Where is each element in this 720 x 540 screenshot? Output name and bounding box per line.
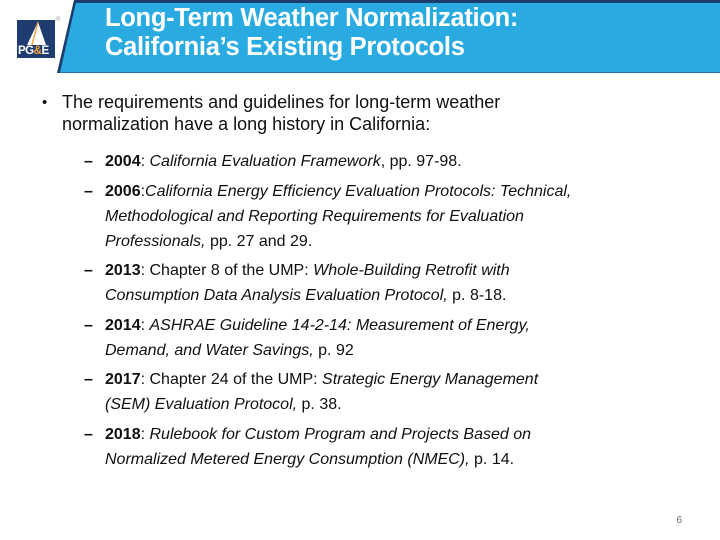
dash-marker: – [84, 153, 93, 170]
reference-list: –2004: California Evaluation Framework, … [84, 149, 644, 476]
entry-line: Demand, and Water Savings, p. 92 [105, 341, 354, 359]
entry-line: Consumption Data Analysis Evaluation Pro… [105, 287, 507, 304]
page-number: 6 [676, 515, 682, 526]
reference-entry: –2013: Chapter 8 of the UMP: Whole-Build… [84, 258, 644, 308]
pge-logo-icon: PG&E [17, 20, 55, 58]
slide-title-line2: California’s Existing Protocols [105, 32, 465, 61]
entry-line: 2013: Chapter 8 of the UMP: Whole-Buildi… [105, 262, 510, 279]
dash-marker: – [84, 262, 93, 279]
dash-marker: – [84, 425, 93, 443]
entry-line: 2017: Chapter 24 of the UMP: Strategic E… [105, 371, 539, 388]
reference-entry: –2014: ASHRAE Guideline 14-2-14: Measure… [84, 313, 644, 363]
entry-line: Normalized Metered Energy Consumption (N… [105, 450, 515, 468]
reference-entry: –2018: Rulebook for Custom Program and P… [84, 422, 644, 472]
dash-marker: – [84, 182, 93, 200]
dash-marker: – [84, 371, 93, 388]
registered-mark: ® [56, 17, 61, 23]
entry-line: 2014: ASHRAE Guideline 14-2-14: Measurem… [105, 316, 530, 334]
dash-marker: – [84, 316, 93, 334]
slide-title: Long-Term Weather Normalization: Califor… [105, 4, 518, 61]
pge-logo: PG&E ® [17, 17, 61, 60]
bullet-text: The requirements and guidelines for long… [62, 92, 501, 134]
bullet-marker: • [42, 94, 48, 111]
entry-line: 2018: Rulebook for Custom Program and Pr… [105, 425, 532, 443]
entry-line: 2004: California Evaluation Framework, p… [105, 153, 462, 170]
reference-entry: –2004: California Evaluation Framework, … [84, 149, 644, 174]
entry-line: Methodological and Reporting Requirement… [105, 207, 524, 225]
entry-line: Professionals, pp. 27 and 29. [105, 232, 313, 250]
entry-line: 2006:California Energy Efficiency Evalua… [105, 182, 572, 200]
reference-entry: –2017: Chapter 24 of the UMP: Strategic … [84, 367, 644, 417]
title-banner [60, 2, 720, 73]
main-bullet: • The requirements and guidelines for lo… [42, 92, 562, 135]
slide-title-line1: Long-Term Weather Normalization: [105, 4, 519, 32]
svg-text:PG&E: PG&E [18, 45, 49, 57]
reference-entry: –2006:California Energy Efficiency Evalu… [84, 179, 644, 254]
entry-line: (SEM) Evaluation Protocol, p. 38. [105, 396, 342, 413]
